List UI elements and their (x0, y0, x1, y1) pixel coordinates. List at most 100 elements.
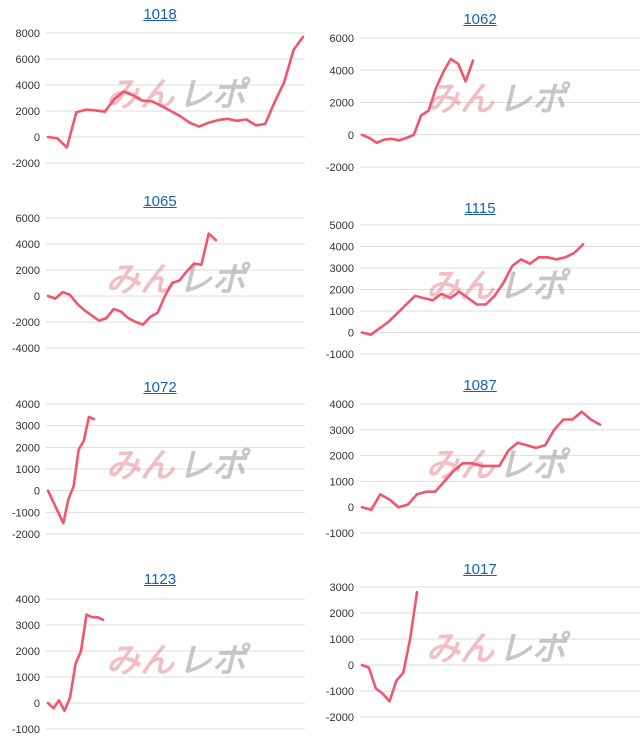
y-tick-label: 2000 (330, 451, 354, 463)
watermark-logo: みん レポ (426, 446, 571, 486)
svg-text:みん: みん (426, 267, 495, 307)
line-chart: -2000 -1000 0 1000 2000 3000 4000 みん レポ (12, 399, 305, 541)
chart-title-link[interactable]: 1072 (143, 379, 177, 396)
y-tick-label: 2000 (330, 608, 354, 620)
y-tick-label: 2000 (16, 442, 40, 454)
y-tick-label: 4000 (330, 399, 354, 411)
chart-panel: -1000 0 1000 2000 3000 4000 みん レポ 1087 (320, 375, 640, 560)
y-tick-label: 1000 (330, 476, 354, 488)
series-line (46, 232, 218, 326)
y-tick-label: 3000 (330, 425, 354, 437)
line-chart: -2000 0 2000 4000 6000 みん レポ (326, 33, 640, 174)
y-tick-label: -2000 (326, 162, 354, 174)
y-tick-label: 2000 (16, 265, 40, 277)
svg-text:レポ: レポ (178, 260, 251, 300)
y-tick-label: 1000 (16, 672, 40, 684)
watermark-logo: みん レポ (106, 641, 251, 681)
y-tick-label: -2000 (12, 317, 40, 329)
chart-title-link[interactable]: 1115 (464, 200, 496, 217)
y-tick-label: 2000 (16, 646, 40, 658)
y-tick-label: 0 (348, 328, 354, 340)
svg-text:レポ: レポ (498, 446, 571, 486)
y-tick-label: 4000 (16, 399, 40, 411)
svg-text:みん: みん (106, 260, 175, 300)
y-tick-label: 1000 (330, 306, 354, 318)
watermark-logo: みん レポ (106, 446, 251, 486)
y-tick-label: -4000 (12, 343, 40, 355)
y-tick-label: 5000 (330, 220, 354, 232)
svg-text:みん: みん (106, 446, 175, 486)
chart-panel: -2000 0 2000 4000 6000 みん レポ 1062 (320, 0, 640, 185)
y-tick-label: -2000 (326, 712, 354, 724)
series-line (360, 243, 585, 336)
chart-panel: -2000 -1000 0 1000 2000 3000 みん レポ 1017 (320, 557, 640, 742)
series-line (46, 35, 305, 149)
line-chart: -1000 0 1000 2000 3000 4000 みん レポ (326, 399, 640, 540)
svg-text:レポ: レポ (178, 641, 251, 681)
y-tick-label: 0 (348, 660, 354, 672)
y-tick-label: 3000 (16, 421, 40, 433)
y-tick-label: 6000 (16, 54, 40, 66)
series-line (360, 57, 475, 145)
y-tick-label: 0 (348, 502, 354, 514)
line-chart: -1000 0 1000 2000 3000 4000 5000 みん レポ (326, 220, 640, 361)
chart-title-link[interactable]: 1018 (143, 6, 177, 23)
svg-text:レポ: レポ (498, 267, 571, 307)
line-chart: -1000 0 1000 2000 3000 4000 みん レポ (12, 594, 305, 736)
chart-panel: -1000 0 1000 2000 3000 4000 みん レポ 1123 (0, 565, 320, 750)
y-tick-label: -2000 (12, 529, 40, 541)
svg-text:レポ: レポ (178, 75, 251, 115)
chart-title-link[interactable]: 1123 (143, 571, 177, 588)
chart-title-link[interactable]: 1065 (143, 193, 177, 210)
y-tick-label: 8000 (16, 28, 40, 40)
svg-text:みん: みん (106, 641, 175, 681)
line-chart: -2000 0 2000 4000 6000 8000 みん レポ (12, 28, 305, 170)
svg-text:レポ: レポ (498, 629, 571, 669)
y-tick-label: 1000 (330, 634, 354, 646)
chart-panel: -2000 0 2000 4000 6000 8000 みん レポ 1018 (0, 0, 320, 185)
watermark-logo: みん レポ (106, 75, 251, 115)
svg-text:レポ: レポ (498, 80, 571, 120)
watermark-logo: みん レポ (426, 80, 571, 120)
y-tick-label: -1000 (326, 528, 354, 540)
y-tick-label: 0 (34, 698, 40, 710)
y-tick-label: 4000 (16, 80, 40, 92)
y-tick-label: 6000 (330, 33, 354, 45)
watermark-logo: みん レポ (426, 267, 571, 307)
series-line (46, 613, 105, 713)
y-tick-label: 4000 (16, 239, 40, 251)
y-tick-label: 0 (34, 486, 40, 498)
y-tick-label: 6000 (16, 213, 40, 225)
line-chart: -2000 -1000 0 1000 2000 3000 みん レポ (326, 582, 640, 724)
y-tick-label: -1000 (12, 724, 40, 736)
y-tick-label: 4000 (330, 242, 354, 254)
y-tick-label: -2000 (12, 158, 40, 170)
y-tick-label: 2000 (330, 285, 354, 297)
y-tick-label: 3000 (16, 620, 40, 632)
chart-panel: -4000 -2000 0 2000 4000 6000 みん レポ 1065 (0, 185, 320, 370)
y-tick-label: 2000 (16, 106, 40, 118)
y-tick-label: 3000 (330, 263, 354, 275)
y-tick-label: 4000 (330, 65, 354, 77)
chart-title-link[interactable]: 1087 (463, 377, 497, 394)
y-tick-label: 1000 (16, 464, 40, 476)
y-tick-label: -1000 (326, 349, 354, 361)
y-tick-label: 2000 (330, 98, 354, 110)
line-chart: -4000 -2000 0 2000 4000 6000 みん レポ (12, 213, 305, 355)
series-line (46, 415, 96, 525)
watermark-logo: みん レポ (426, 629, 571, 669)
chart-title-link[interactable]: 1017 (463, 561, 497, 578)
y-tick-label: 0 (348, 130, 354, 142)
series-line (360, 590, 419, 703)
chart-title-link[interactable]: 1062 (463, 11, 497, 28)
svg-text:みん: みん (426, 629, 495, 669)
chart-panel: -1000 0 1000 2000 3000 4000 5000 みん レポ 1115 (320, 185, 640, 370)
y-tick-label: 3000 (330, 582, 354, 594)
svg-text:レポ: レポ (178, 446, 251, 486)
series-line (360, 410, 602, 512)
y-tick-label: 4000 (16, 594, 40, 606)
y-tick-label: 0 (34, 291, 40, 303)
y-tick-label: -1000 (326, 686, 354, 698)
y-tick-label: -1000 (12, 507, 40, 519)
